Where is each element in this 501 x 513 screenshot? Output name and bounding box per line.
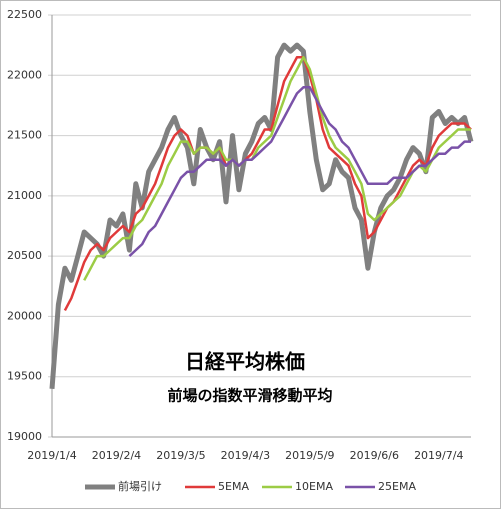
x-tick-label: 2019/3/5: [156, 449, 205, 462]
x-tick-label: 2019/6/6: [350, 449, 399, 462]
legend: 前場引け 5EMA 10EMA 25EMA: [85, 479, 416, 493]
series-line: [128, 86, 471, 258]
x-tick-label: 2019/1/4: [27, 449, 76, 462]
series-line: [49, 42, 474, 389]
x-tick-label: 2019/5/9: [285, 449, 334, 462]
y-tick-label: 22500: [7, 8, 42, 21]
x-tick-label: 2019/2/4: [92, 449, 141, 462]
chart-title: 日経平均株価: [185, 350, 305, 374]
legend-label: 25EMA: [378, 480, 416, 493]
x-tick-label: 2019/7/4: [414, 449, 463, 462]
y-tick-label: 20000: [7, 309, 42, 322]
plot-area: 19000 19500 20000 20500 21000 21500 22000 22500…: [7, 8, 474, 462]
y-tick-label: 19000: [7, 430, 42, 443]
legend-label: 5EMA: [218, 480, 249, 493]
chart-subtitle: 前場の指数平滑移動平均: [167, 387, 332, 405]
legend-label: 前場引け: [118, 479, 162, 493]
y-tick-label: 21500: [7, 129, 42, 142]
y-tick-label: 22000: [7, 68, 42, 81]
x-tick-label: 2019/4/3: [221, 449, 270, 462]
series-line: [83, 55, 471, 281]
series-line: [63, 55, 472, 311]
y-tick-label: 21000: [7, 189, 42, 202]
y-tick-label: 19500: [7, 370, 42, 383]
legend-label: 10EMA: [295, 480, 333, 493]
y-tick-label: 20500: [7, 249, 42, 262]
